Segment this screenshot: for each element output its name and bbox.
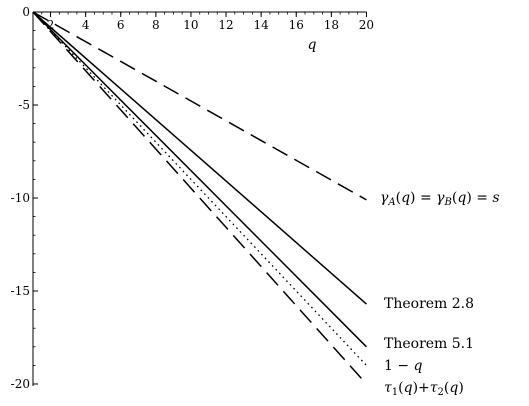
- y-tick-label: -5: [18, 98, 30, 112]
- y-ticks: 0 -5 -10 -15 -20: [11, 5, 38, 391]
- x-tick-label: 2: [47, 18, 55, 32]
- x-tick-label: 6: [117, 18, 125, 32]
- series-line-0: [32, 11, 367, 201]
- y-tick-label: 0: [22, 5, 30, 19]
- series-lines: [32, 11, 368, 385]
- series-label-one-minus-q: 1 − q: [384, 358, 423, 374]
- x-axis-label: q: [308, 37, 317, 53]
- y-tick-label: -20: [11, 377, 30, 391]
- series-line-2: [32, 11, 367, 348]
- x-tick-label: 16: [289, 18, 304, 32]
- x-tick-label: 18: [324, 18, 339, 32]
- y-tick-label: -15: [11, 284, 30, 298]
- x-tick-label: 10: [183, 18, 198, 32]
- y-tick-label: -10: [11, 191, 30, 205]
- x-tick-label: 4: [82, 18, 90, 32]
- series-line-1: [32, 11, 367, 305]
- x-tick-label: 12: [218, 18, 233, 32]
- x-tick-label: 14: [254, 18, 270, 32]
- minor-ticks: [32, 11, 367, 385]
- series-label-theorem-5-1: Theorem 5.1: [384, 336, 474, 352]
- series-label-tau-sum: τ1(q)+τ2(q): [384, 380, 464, 398]
- x-tick-label: 8: [152, 18, 160, 32]
- x-tick-label: 20: [359, 18, 374, 32]
- series-label-theorem-2-8: Theorem 2.8: [384, 296, 474, 312]
- series-label-gamma: γA(q) = γB(q) = s: [380, 190, 500, 208]
- series-line-4: [32, 11, 368, 385]
- series-line-3: [32, 11, 367, 366]
- x-ticks: 2 4 6 8 10 12 14 16 18 20: [47, 12, 374, 32]
